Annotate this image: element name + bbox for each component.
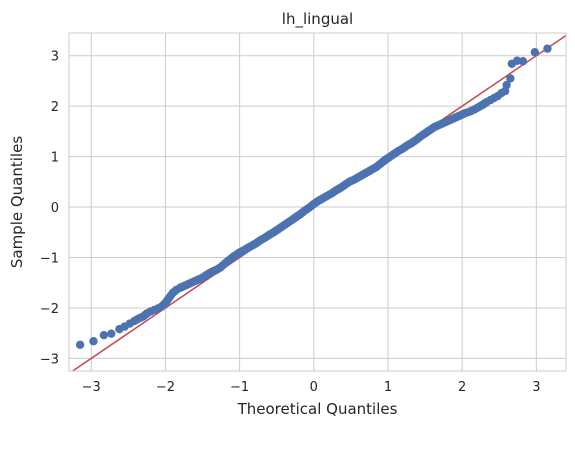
y-tick-label: 3 [51, 50, 59, 65]
chart-title: lh_lingual [282, 10, 353, 29]
data-point [75, 340, 85, 349]
plot-frame [68, 32, 567, 372]
x-tick-label: −3 [82, 380, 101, 395]
data-point [506, 74, 515, 83]
data-point [518, 57, 528, 66]
x-tick-label: −1 [230, 380, 249, 395]
y-tick-label: −2 [40, 302, 59, 317]
data-point [107, 329, 116, 338]
x-tick-labels: −3 −2 −1 0 1 2 3 [82, 380, 541, 395]
y-tick-labels: −3 −2 −1 0 1 2 3 [40, 50, 59, 368]
x-tick-label: 0 [310, 380, 318, 395]
data-point [530, 47, 540, 57]
data-point [99, 330, 109, 340]
data-points [75, 44, 552, 349]
x-tick-label: −2 [156, 380, 175, 395]
x-tick-label: 1 [384, 380, 392, 395]
data-point [543, 44, 552, 53]
y-tick-label: −3 [40, 352, 59, 367]
data-point [89, 337, 98, 346]
x-tick-label: 2 [458, 380, 466, 395]
y-tick-label: 2 [51, 100, 59, 115]
data-point [502, 80, 511, 90]
y-axis-label: Sample Quantiles [8, 136, 26, 268]
x-tick-label: 3 [532, 380, 540, 395]
x-axis-label: Theoretical Quantiles [237, 400, 398, 418]
y-tick-label: 0 [51, 201, 59, 216]
y-tick-label: −1 [40, 251, 59, 266]
y-tick-label: 1 [51, 151, 59, 166]
